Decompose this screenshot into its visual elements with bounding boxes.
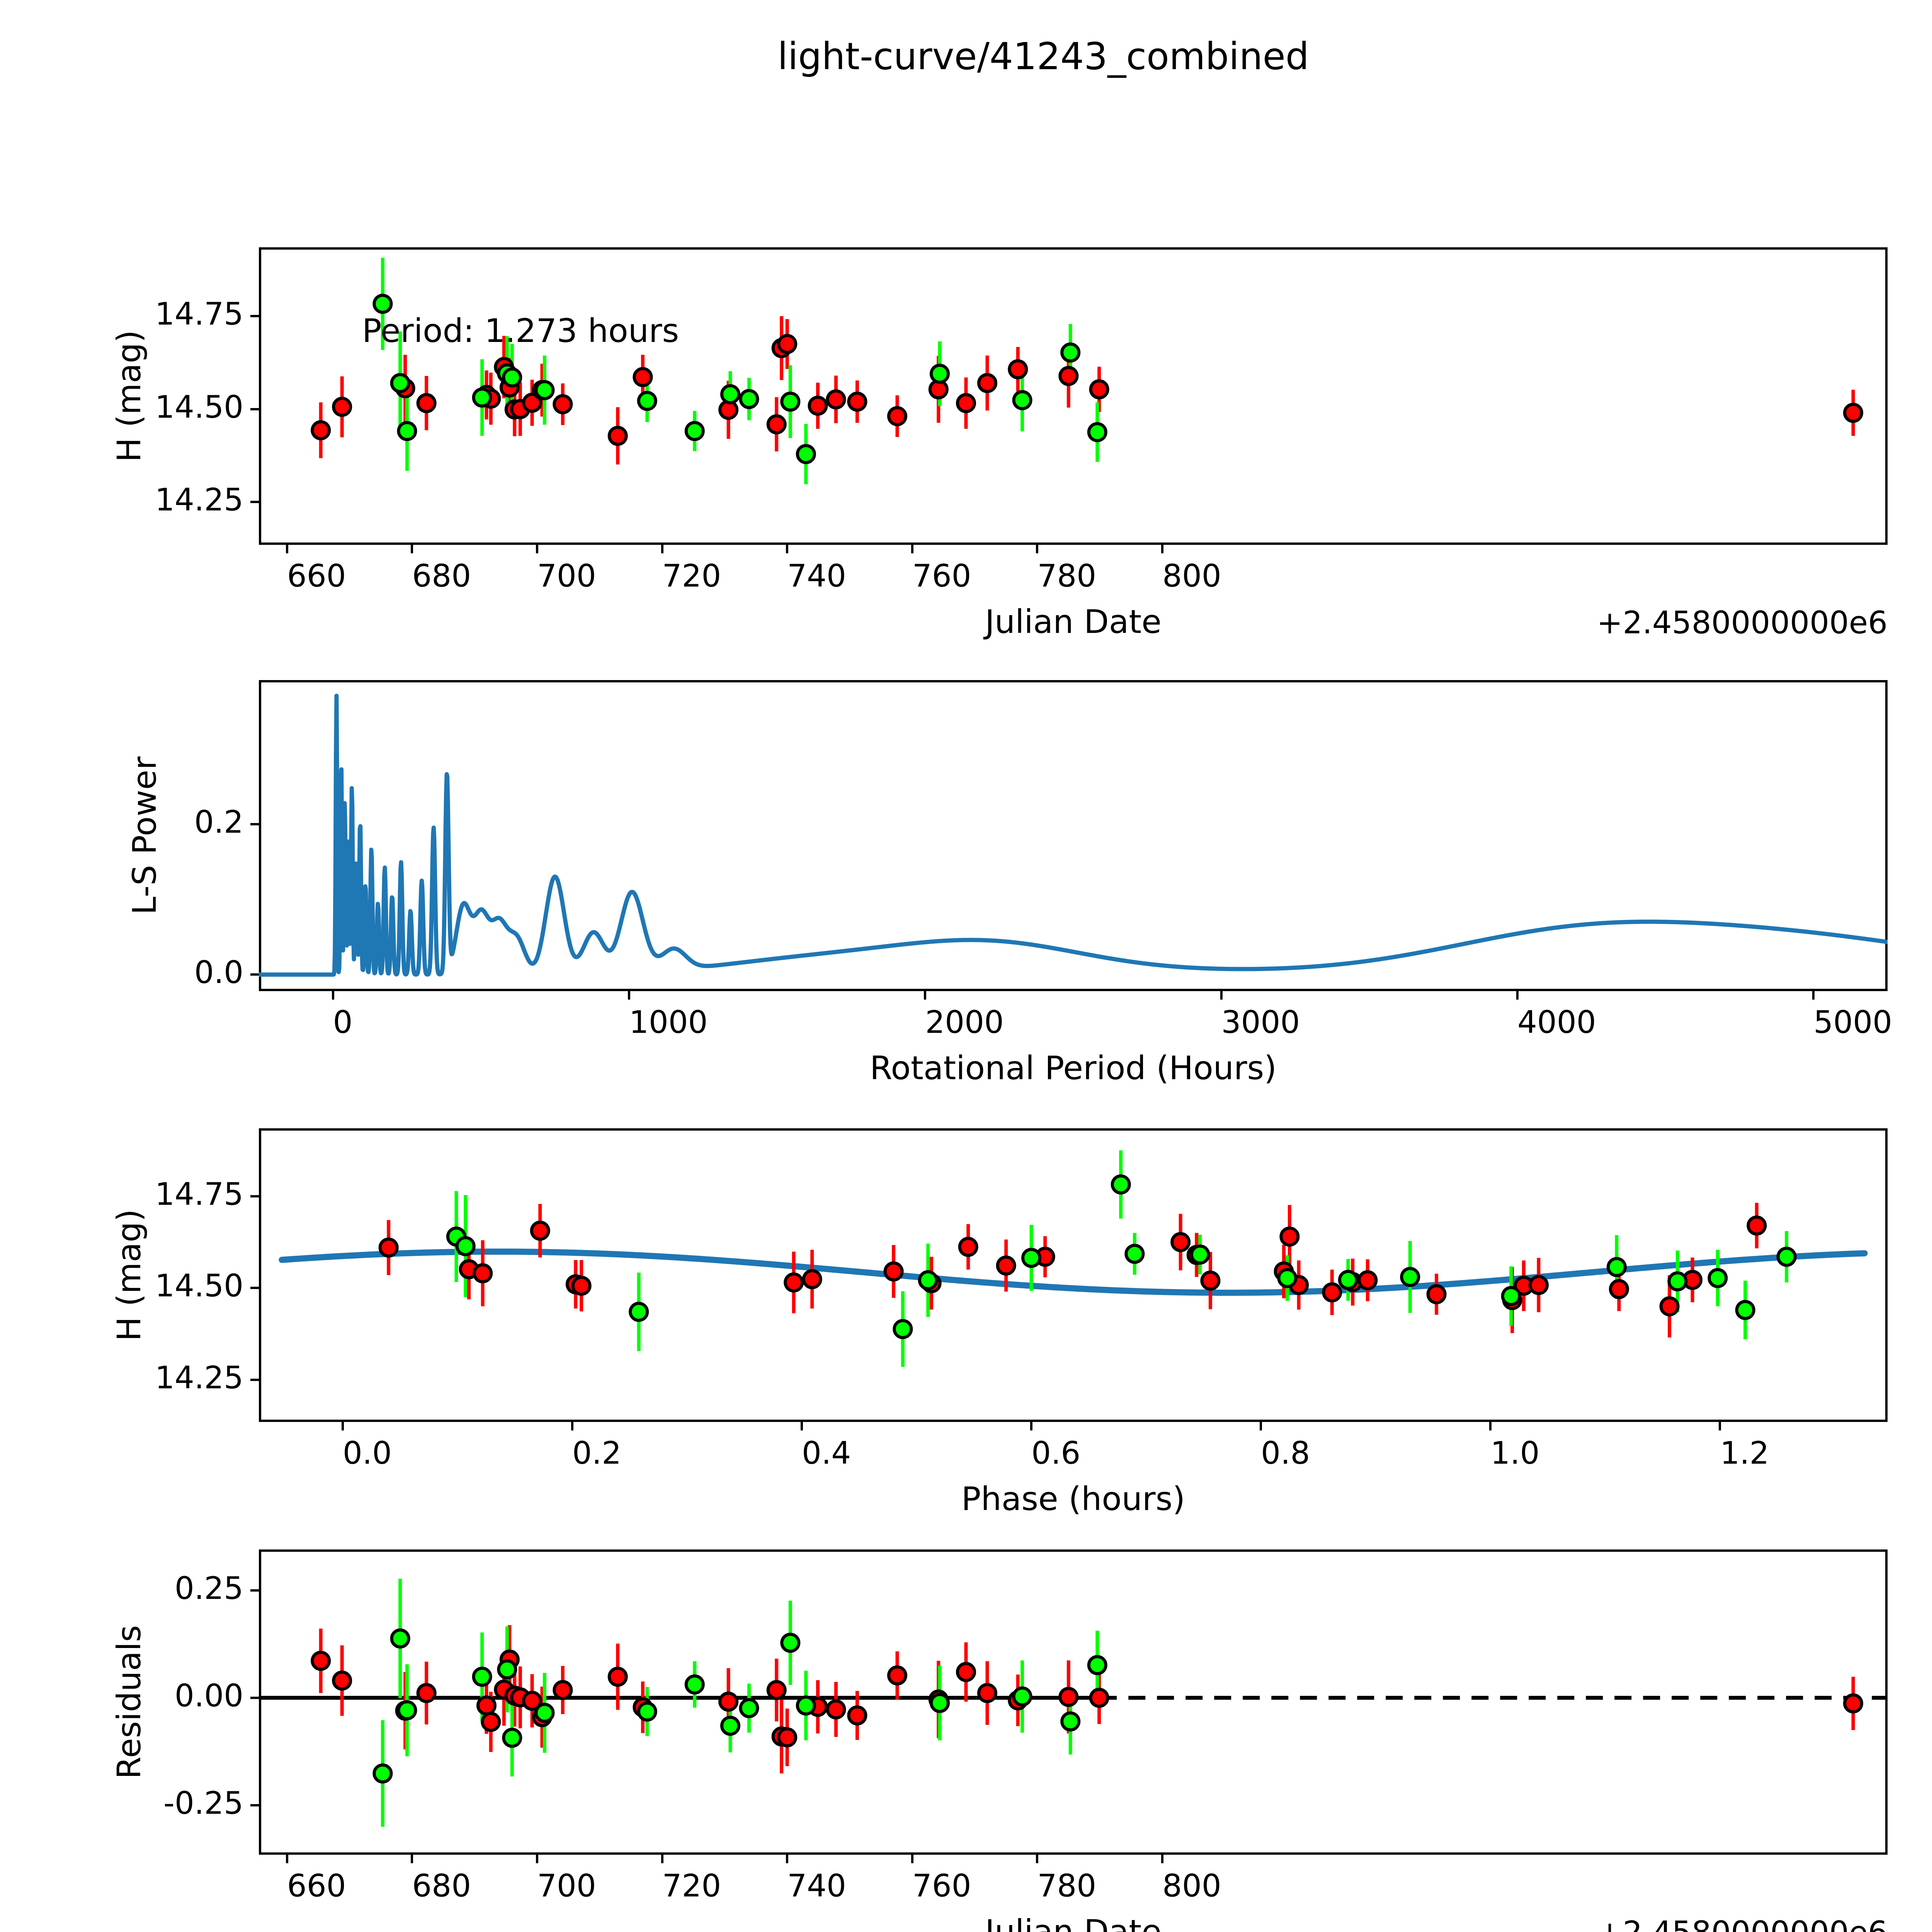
x-tick-phase-folded-4	[1260, 1422, 1262, 1430]
x-tick-lightcurve-5	[911, 545, 913, 553]
figure-title: light-curve/41243_combined	[777, 35, 1309, 78]
x-tick-lightcurve-4	[786, 545, 789, 553]
x-tick-periodogram-3	[1220, 991, 1223, 1000]
x-axis-offset-text-lightcurve: +2.4580000000e6	[1597, 605, 1888, 641]
x-tick-lightcurve-6	[1036, 545, 1039, 553]
x-tick-residuals-2	[536, 1855, 539, 1863]
y-tick-lightcurve-2	[250, 315, 259, 318]
x-axis-offset-text-residuals: +2.4580000000e6	[1597, 1915, 1888, 1932]
y-tick-lightcurve-0	[250, 501, 259, 503]
y-tick-label-residuals-1: 0.00	[174, 1677, 243, 1714]
x-tick-phase-folded-2	[801, 1422, 803, 1430]
y-tick-label-lightcurve-1: 14.50	[155, 389, 243, 425]
x-tick-lightcurve-7	[1161, 545, 1164, 553]
x-tick-residuals-0	[286, 1855, 288, 1863]
x-tick-residuals-6	[1036, 1855, 1039, 1863]
y-tick-phase-folded-0	[250, 1378, 259, 1381]
x-tick-periodogram-5	[1812, 991, 1815, 1000]
x-axis-label-residuals: Julian Date	[985, 1913, 1162, 1932]
y-tick-periodogram-0	[250, 973, 259, 976]
axes-frame-residuals	[259, 1549, 1888, 1855]
y-tick-label-residuals-0: -0.25	[163, 1785, 243, 1821]
x-axis-label-periodogram: Rotational Period (Hours)	[869, 1049, 1277, 1087]
y-tick-label-lightcurve-2: 14.75	[155, 296, 243, 332]
y-tick-label-phase-folded-2: 14.75	[155, 1176, 243, 1212]
x-tick-lightcurve-2	[536, 545, 539, 553]
x-tick-periodogram-0	[332, 991, 334, 1000]
x-axis-label-lightcurve: Julian Date	[985, 603, 1162, 641]
y-tick-label-lightcurve-0: 14.25	[155, 482, 243, 518]
y-tick-label-phase-folded-1: 14.50	[155, 1268, 243, 1304]
x-tick-phase-folded-0	[341, 1422, 344, 1430]
y-tick-phase-folded-2	[250, 1195, 259, 1197]
x-tick-phase-folded-5	[1489, 1422, 1492, 1430]
x-tick-lightcurve-1	[411, 545, 413, 553]
y-tick-residuals-1	[250, 1696, 259, 1699]
x-tick-lightcurve-0	[286, 545, 288, 553]
x-tick-periodogram-1	[628, 991, 630, 1000]
x-tick-phase-folded-3	[1030, 1422, 1033, 1430]
y-tick-residuals-0	[250, 1804, 259, 1807]
y-tick-periodogram-1	[250, 823, 259, 826]
x-tick-periodogram-2	[924, 991, 927, 1000]
x-tick-phase-folded-6	[1719, 1422, 1721, 1430]
x-tick-residuals-1	[411, 1855, 413, 1863]
x-tick-residuals-5	[911, 1855, 913, 1863]
period-annotation: Period: 1.273 hours	[362, 312, 679, 350]
y-tick-residuals-2	[250, 1589, 259, 1592]
y-tick-label-periodogram-0: 0.0	[194, 954, 243, 991]
x-tick-residuals-3	[661, 1855, 663, 1863]
y-tick-label-phase-folded-0: 14.25	[155, 1359, 243, 1396]
x-tick-residuals-7	[1161, 1855, 1164, 1863]
y-tick-label-residuals-2: 0.25	[174, 1570, 243, 1606]
y-tick-lightcurve-1	[250, 408, 259, 410]
x-tick-residuals-4	[786, 1855, 789, 1863]
x-axis-label-phase-folded: Phase (hours)	[961, 1480, 1185, 1518]
x-tick-periodogram-4	[1516, 991, 1519, 1000]
y-tick-label-periodogram-1: 0.2	[194, 804, 243, 840]
y-axis-label-residuals: Residuals	[110, 1625, 148, 1779]
y-tick-phase-folded-1	[250, 1287, 259, 1289]
x-tick-lightcurve-3	[661, 545, 663, 553]
x-tick-phase-folded-1	[571, 1422, 573, 1430]
